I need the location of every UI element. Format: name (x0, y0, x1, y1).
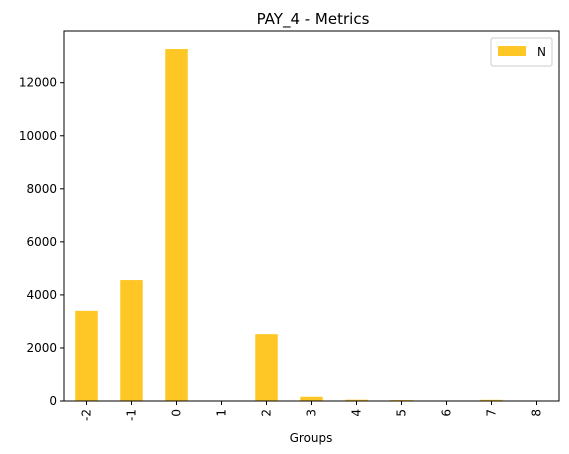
x-tick-label: -2 (80, 409, 94, 421)
chart-title: PAY_4 - Metrics (257, 10, 370, 29)
y-tick-label: 12000 (19, 76, 57, 90)
bar-4 (345, 399, 368, 401)
y-tick-label: 2000 (26, 341, 57, 355)
x-tick-label: 6 (440, 409, 454, 417)
x-axis-title: Groups (290, 431, 333, 445)
x-tick-label: -1 (125, 409, 139, 421)
x-tick-label: 2 (260, 409, 274, 417)
bar--2 (75, 310, 98, 401)
x-axis: -2 -1 0 1 2 3 4 5 6 7 8 (80, 401, 544, 421)
x-tick-label: 8 (530, 409, 544, 417)
legend-swatch (498, 46, 526, 56)
bar-2 (255, 334, 278, 401)
y-tick-label: 6000 (26, 235, 57, 249)
legend-label: N (537, 45, 546, 59)
plot-frame (63, 30, 560, 402)
x-tick-label: 4 (350, 409, 364, 417)
bar-7 (480, 399, 503, 401)
bar-3 (300, 396, 323, 401)
bar-0 (165, 49, 188, 402)
y-tick-label: 4000 (26, 288, 57, 302)
x-tick-label: 3 (305, 409, 319, 417)
x-tick-label: 1 (215, 409, 229, 417)
x-tick-label: 7 (485, 409, 499, 417)
legend: N (490, 37, 553, 67)
x-tick-label: 5 (395, 409, 409, 417)
bar--1 (120, 280, 143, 401)
x-tick-label: 0 (170, 409, 184, 417)
y-tick-label: 0 (49, 394, 57, 408)
y-tick-label: 8000 (26, 182, 57, 196)
bars-group (75, 49, 548, 402)
y-axis: 0 2000 4000 6000 8000 10000 12000 (19, 76, 64, 408)
y-tick-label: 10000 (19, 129, 57, 143)
